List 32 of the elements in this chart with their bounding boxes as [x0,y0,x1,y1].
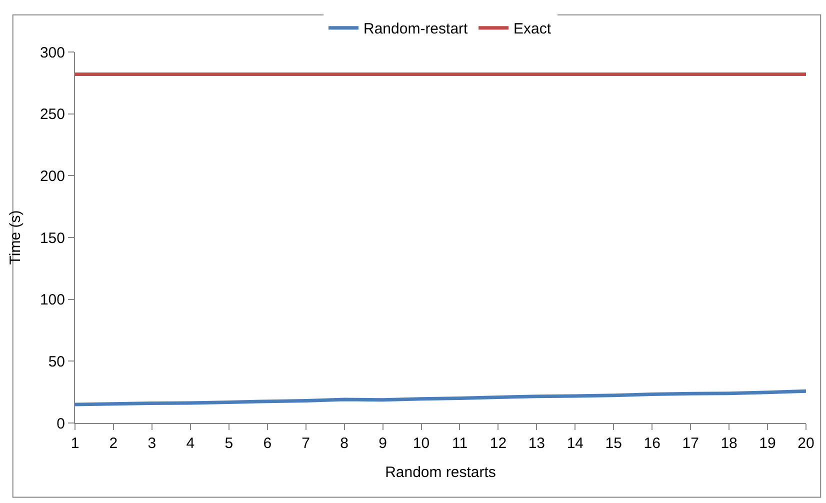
x-tick-label: 6 [263,435,272,452]
x-tick-label: 15 [605,435,622,452]
x-tick-label: 2 [109,435,118,452]
x-tick-label: 3 [148,435,156,452]
y-tick-label: 150 [40,230,65,247]
x-tick-label: 13 [528,435,546,452]
line-series [75,389,806,406]
y-tick-label: 100 [40,292,65,309]
y-axis-title: Time (s) [7,210,24,265]
x-tick-label: 5 [224,435,234,452]
x-tick-label: 17 [682,435,699,452]
x-tick-label: 11 [452,435,468,452]
x-tick-label: 20 [798,435,814,452]
x-tick-label: 19 [759,435,776,452]
x-tick-label: 10 [412,435,430,452]
x-tick-label: 16 [644,435,660,452]
x-tick-label: 4 [186,435,195,452]
y-tick-label: 0 [56,415,65,432]
y-tick-label: 200 [40,168,65,185]
x-tick-label: 7 [302,435,310,452]
y-tick-label: 50 [48,353,65,370]
x-tick-label: 18 [720,435,738,452]
x-tick-label: 14 [566,435,584,452]
x-tick-label: 8 [340,435,348,452]
x-tick-label: 1 [70,435,80,452]
y-tick-label: 300 [40,44,65,62]
x-tick-label: 12 [490,435,507,452]
legend-label: Exact [514,20,552,38]
x-axis-title: Random restarts [385,464,496,481]
legend-label: Random-restart [364,20,469,38]
x-tick-label: 9 [378,435,387,452]
y-tick-label: 250 [40,106,65,124]
